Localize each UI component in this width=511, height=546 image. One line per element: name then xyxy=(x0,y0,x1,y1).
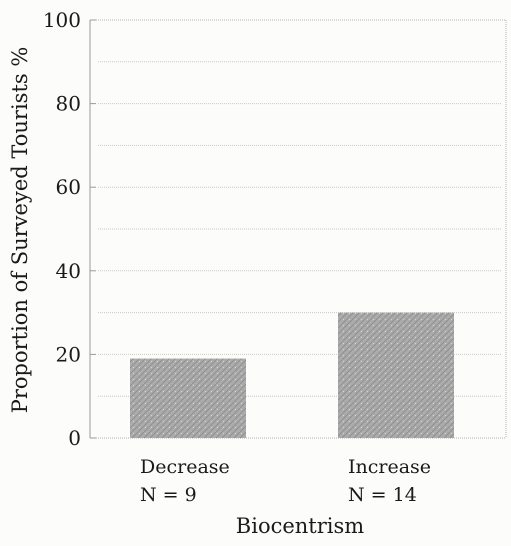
y-tick-label-20: 20 xyxy=(56,342,81,366)
x-category-label-decrease: Decrease xyxy=(140,456,230,478)
bars xyxy=(130,312,454,438)
x-axis-title: Biocentrism xyxy=(236,514,364,538)
x-category-label-increase: Increase xyxy=(348,456,431,478)
x-category-count-decrease: N = 9 xyxy=(140,484,197,506)
y-tick-label-60: 60 xyxy=(56,175,81,199)
y-tick-label-40: 40 xyxy=(56,259,81,283)
y-axis-title: Proportion of Surveyed Tourists % xyxy=(8,47,32,414)
bar-decrease xyxy=(130,358,246,438)
y-tick-label-80: 80 xyxy=(56,92,81,116)
y-tick-label-0: 0 xyxy=(68,426,81,450)
y-tick-label-100: 100 xyxy=(43,8,81,32)
x-axis-categories: Decrease N = 9 Increase N = 14 xyxy=(140,456,431,506)
bar-increase xyxy=(338,312,454,438)
y-axis-ticks: 0 20 40 60 80 100 xyxy=(43,8,96,450)
x-category-count-increase: N = 14 xyxy=(348,484,417,506)
